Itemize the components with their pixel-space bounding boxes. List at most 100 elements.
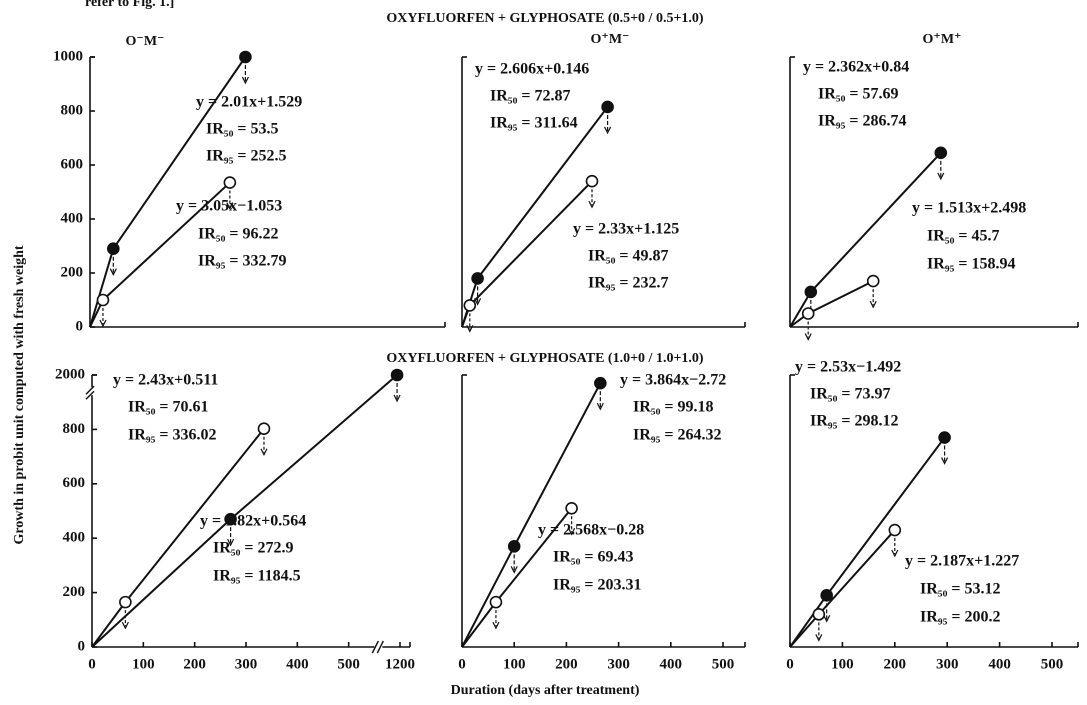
y-tick-label: 600 <box>63 475 86 491</box>
series-line <box>91 428 265 648</box>
data-point <box>119 595 132 609</box>
pointer-arrow-head <box>937 172 945 181</box>
annotation: IR₅₀ = 53.5 <box>206 121 279 138</box>
x-tick-label: 100 <box>831 656 854 672</box>
y-tick-label: 400 <box>63 530 86 546</box>
pointer-arrow-head <box>941 457 949 465</box>
x-tick-label: 200 <box>183 656 206 672</box>
x-tick-label: 400 <box>286 656 309 672</box>
data-point <box>257 422 271 436</box>
data-point <box>507 540 521 553</box>
annotation: IR₅₀ = 96.22 <box>198 226 279 243</box>
data-point <box>801 307 815 320</box>
data-point <box>812 608 826 621</box>
x-tick-label: 300 <box>235 656 258 672</box>
annotation: IR₅₀ = 99.18 <box>633 399 714 416</box>
pointer-arrow-head <box>869 300 877 309</box>
annotation: y = 2.33x+1.125 <box>573 221 679 238</box>
series-line <box>91 374 398 648</box>
pointer-arrow-head <box>815 634 823 642</box>
y-tick-label: 800 <box>63 421 86 437</box>
x-tick-label: 400 <box>988 656 1011 672</box>
data-point <box>96 293 110 307</box>
annotation: IR₉₅ = 298.12 <box>810 413 899 430</box>
pointer-arrow-head <box>891 549 899 558</box>
annotation: IR₉₅ = 203.31 <box>553 577 642 594</box>
annotation: y = 3.05x−1.053 <box>176 198 282 215</box>
x-tick-label: 300 <box>607 656 630 672</box>
pointer-arrow-head <box>99 319 107 328</box>
y-tick-label: 0 <box>78 638 86 654</box>
x-tick-label: 500 <box>712 656 735 672</box>
data-point <box>594 376 607 390</box>
pointer-arrow-head <box>241 76 249 85</box>
pointer-arrow-head <box>823 615 831 623</box>
pointer-arrow-head <box>109 268 117 277</box>
series-line <box>789 152 942 328</box>
annotation: IR₉₅ = 332.79 <box>198 253 287 270</box>
annotation: y = 2.53x−1.492 <box>795 359 901 376</box>
y-axis-label: Growth in probit unit computed with fres… <box>12 245 27 544</box>
annotation: IR₉₅ = 336.02 <box>128 427 217 444</box>
annotation: IR₅₀ = 70.61 <box>128 399 209 416</box>
annotation: IR₅₀ = 73.97 <box>810 386 891 403</box>
annotation: IR₅₀ = 57.69 <box>818 86 899 103</box>
data-point <box>107 242 120 255</box>
pointer-arrow-head <box>466 325 474 333</box>
data-point <box>489 595 503 609</box>
axis-break-gap <box>87 387 97 396</box>
annotation: IR₉₅ = 286.74 <box>818 113 907 130</box>
row-title: OXYFLUORFEN + GLYPHOSATE (1.0+0 / 1.0+1.… <box>386 351 704 366</box>
x-tick-label: 300 <box>936 656 959 672</box>
data-point <box>804 285 818 299</box>
annotation: IR₉₅ = 200.2 <box>920 609 1001 626</box>
data-point <box>471 272 484 285</box>
annotation: y = 2.43x+0.511 <box>113 372 218 389</box>
series-line <box>461 382 602 648</box>
annotation: y = 2.568x−0.28 <box>538 522 644 539</box>
data-point <box>224 512 237 526</box>
y-tick-label: 600 <box>61 156 84 172</box>
x-tick-label: 500 <box>1041 656 1064 672</box>
data-point <box>938 431 951 444</box>
x-tick-label: 0 <box>458 656 466 672</box>
header-note: refer to Fig. 1.] <box>85 0 174 10</box>
series-line <box>789 529 896 648</box>
y-tick-label: 2000 <box>55 366 85 382</box>
axis-break-gap <box>374 643 383 651</box>
pointer-arrow-head <box>260 448 268 457</box>
annotation: IR₉₅ = 311.64 <box>490 115 578 132</box>
y-tick-label: 200 <box>63 584 86 600</box>
x-tick-label: 1200 <box>385 656 415 672</box>
data-point <box>463 299 477 312</box>
annotation: IR₅₀ = 272.9 <box>213 540 294 557</box>
x-tick-label: 100 <box>132 656 155 672</box>
y-tick-label: 400 <box>61 210 84 226</box>
row-title: OXYFLUORFEN + GLYPHOSATE (0.5+0 / 0.5+1.… <box>386 11 704 26</box>
x-tick-label: 500 <box>337 656 360 672</box>
pointer-arrow-head <box>393 394 401 403</box>
y-tick-label: 1000 <box>53 48 83 64</box>
x-tick-label: 200 <box>884 656 907 672</box>
data-point <box>239 50 252 64</box>
pointer-arrow-head <box>227 538 235 547</box>
x-axis-label: Duration (days after treatment) <box>451 683 640 698</box>
x-tick-label: 200 <box>555 656 578 672</box>
data-point <box>820 589 833 602</box>
panel-title: O⁺M⁻ <box>591 32 630 47</box>
data-point <box>390 368 404 382</box>
annotation: IR₉₅ = 252.5 <box>206 148 287 165</box>
y-tick-label: 200 <box>61 264 84 280</box>
annotation: IR₅₀ = 72.87 <box>490 88 571 105</box>
x-tick-label: 400 <box>660 656 683 672</box>
annotation: y = 3.864x−2.72 <box>620 372 726 389</box>
annotation: IR₅₀ = 45.7 <box>927 228 1000 245</box>
pointer-arrow-head <box>568 528 576 536</box>
pointer-arrow-head <box>492 621 500 630</box>
pointer-arrow-head <box>596 402 604 411</box>
data-point <box>565 501 578 515</box>
series-line <box>461 180 593 328</box>
data-point <box>866 274 880 288</box>
x-tick-label: 0 <box>786 656 794 672</box>
annotation: y = 2.362x+0.84 <box>803 59 909 76</box>
